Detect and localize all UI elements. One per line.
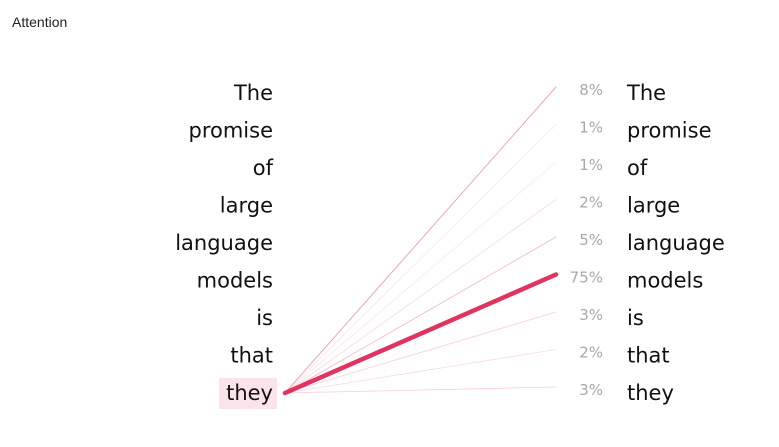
target-token[interactable]: of — [627, 156, 648, 180]
source-token[interactable]: of — [253, 156, 274, 180]
attention-line — [284, 311, 557, 394]
source-token[interactable]: large — [220, 194, 273, 218]
attention-weight-label: 3% — [579, 381, 603, 399]
attention-line — [284, 124, 557, 394]
attention-weight-label: 8% — [579, 81, 603, 99]
target-token[interactable]: promise — [627, 119, 712, 143]
target-token[interactable]: The — [626, 81, 666, 105]
source-token[interactable]: promise — [188, 119, 273, 143]
target-token[interactable]: that — [627, 344, 670, 368]
attention-line — [284, 349, 557, 394]
attention-line — [282, 272, 559, 396]
attention-weight-label: 3% — [579, 306, 603, 324]
attention-weight-label: 2% — [579, 344, 603, 362]
attention-weight-label: 5% — [579, 231, 603, 249]
attention-line — [284, 386, 557, 394]
query-token-highlight — [219, 378, 277, 409]
source-token[interactable]: language — [175, 231, 273, 255]
target-token[interactable]: they — [627, 381, 674, 405]
attention-line — [284, 86, 557, 394]
target-token[interactable]: language — [627, 231, 725, 255]
source-token[interactable]: models — [197, 269, 273, 293]
target-token[interactable]: large — [627, 194, 680, 218]
source-token[interactable]: is — [256, 306, 273, 330]
attention-line — [284, 236, 557, 394]
attention-line — [284, 161, 557, 394]
attention-weight-label: 75% — [570, 269, 603, 287]
attention-weight-label: 2% — [579, 194, 603, 212]
target-token[interactable]: models — [627, 269, 703, 293]
source-token[interactable]: The — [233, 81, 273, 105]
target-token[interactable]: is — [627, 306, 644, 330]
source-token[interactable]: that — [230, 344, 273, 368]
attention-line — [284, 199, 557, 394]
query-token[interactable]: they — [226, 381, 273, 405]
attention-weight-label: 1% — [579, 156, 603, 174]
page-title: Attention — [12, 14, 68, 30]
attention-weight-label: 1% — [579, 119, 603, 137]
